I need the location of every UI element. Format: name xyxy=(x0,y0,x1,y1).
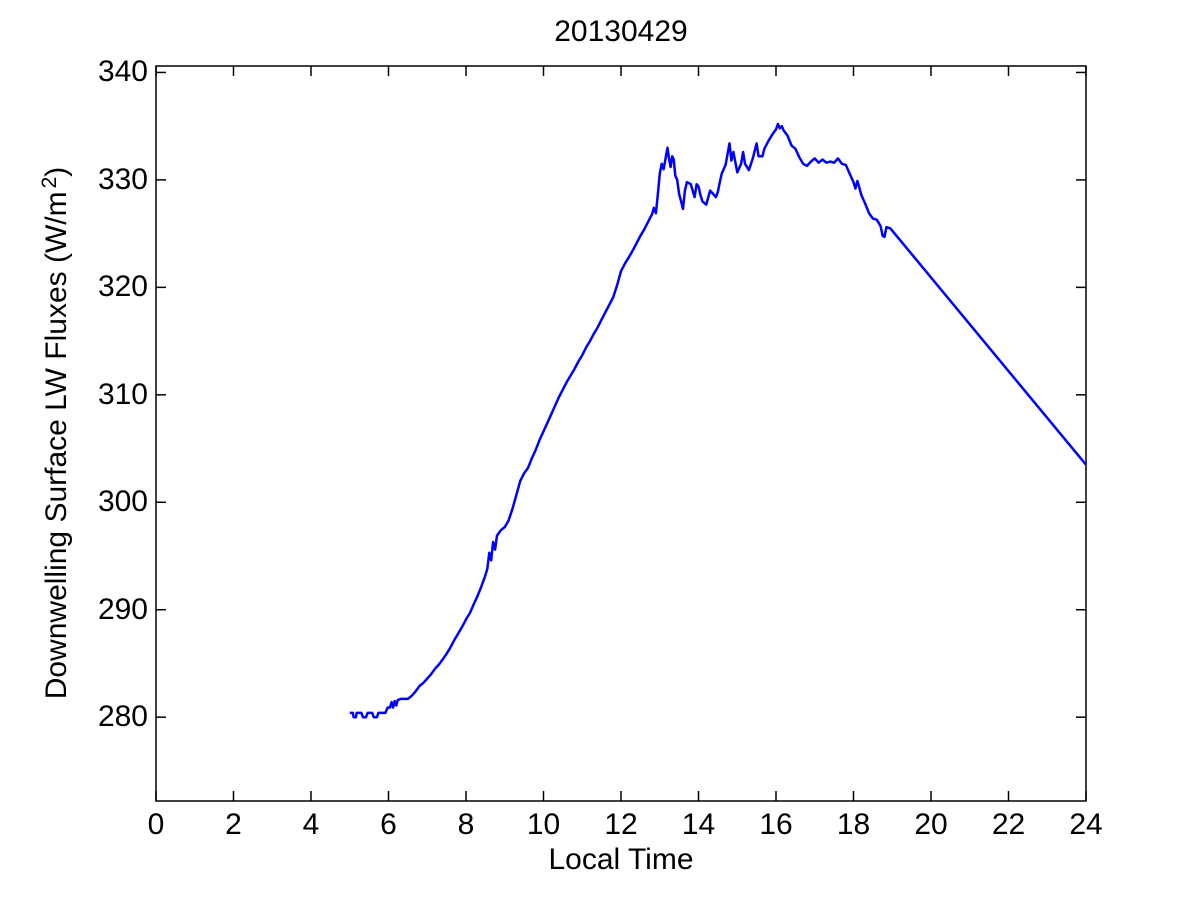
x-tick-label: 0 xyxy=(147,808,165,841)
x-tick-label: 24 xyxy=(1069,808,1103,841)
y-tick-label: 280 xyxy=(97,700,148,734)
y-tick-label: 300 xyxy=(97,485,148,519)
chart-title: 20130429 xyxy=(554,15,688,48)
x-tick-label: 14 xyxy=(681,808,716,841)
x-tick-label: 6 xyxy=(380,808,397,841)
x-tick-label: 2 xyxy=(225,808,242,841)
y-tick-label: 290 xyxy=(97,592,148,626)
x-tick-label: 18 xyxy=(836,808,871,841)
x-tick-label: 20 xyxy=(914,808,948,841)
y-tick-label: 320 xyxy=(97,270,148,304)
x-tick-label: 16 xyxy=(759,808,793,841)
x-tick-label: 12 xyxy=(604,808,638,841)
y-tick-label: 330 xyxy=(97,162,148,196)
flux-line xyxy=(349,122,1087,719)
x-tick-label: 8 xyxy=(457,808,475,841)
x-axis-label: Local Time xyxy=(548,843,694,876)
axes-box xyxy=(155,65,1087,802)
axis-ticks xyxy=(155,66,1087,801)
x-tick-label: 22 xyxy=(991,808,1026,841)
y-tick-label: 310 xyxy=(97,377,148,411)
x-tick-label: 4 xyxy=(302,808,320,841)
x-tick-label: 10 xyxy=(526,808,561,841)
y-tick-label: 340 xyxy=(97,55,148,89)
